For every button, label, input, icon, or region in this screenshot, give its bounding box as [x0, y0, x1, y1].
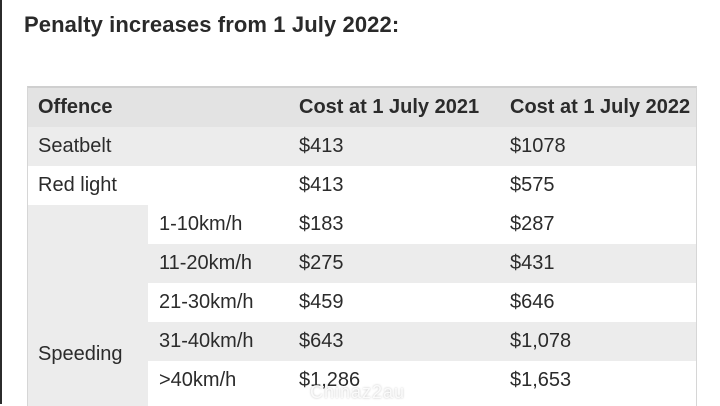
cost-2022-cell: $287: [510, 213, 555, 235]
table-row: Seatbelt $413 $1078: [28, 127, 696, 166]
cost-2022-cell: $431: [510, 252, 555, 274]
cost-2022-cell: $646: [510, 291, 555, 313]
cost-2021-cell: $643: [299, 330, 344, 352]
speed-band-cell: >40km/h: [159, 369, 237, 391]
speed-band-cell: 21-30km/h: [159, 291, 254, 313]
frame-edge: [0, 0, 2, 404]
header-cost-2021: Cost at 1 July 2021: [299, 96, 480, 118]
cost-2022-cell: $1078: [510, 135, 566, 157]
watermark: Chinaz2au: [310, 382, 406, 402]
speed-band-cell: 1-10km/h: [159, 213, 243, 235]
page-heading: Penalty increases from 1 July 2022:: [24, 12, 400, 37]
speeding-merged-cell: [28, 205, 148, 406]
header-offence: Offence: [38, 96, 113, 118]
cost-2021-cell: $413: [299, 135, 344, 157]
speeding-label: Speeding: [38, 342, 123, 365]
offence-cell: Seatbelt: [38, 135, 112, 157]
cost-2021-cell: $275: [299, 252, 344, 274]
cost-2021-cell: $413: [299, 174, 344, 196]
speed-band-cell: 31-40km/h: [159, 330, 254, 352]
cost-2021-cell: $183: [299, 213, 344, 235]
cost-2022-cell: $1,078: [510, 330, 572, 352]
table-header-row: Offence Cost at 1 July 2021 Cost at 1 Ju…: [28, 88, 696, 127]
cost-2021-cell: $459: [299, 291, 344, 313]
cost-2022-cell: $575: [510, 174, 555, 196]
header-cost-2022: Cost at 1 July 2022: [510, 96, 691, 118]
cost-2022-cell: $1,653: [510, 369, 572, 391]
offence-cell: Red light: [38, 174, 117, 196]
table-row: Red light $413 $575: [28, 166, 696, 205]
speed-band-cell: 11-20km/h: [159, 252, 253, 274]
cost-2021-cell: $1,286: [299, 369, 361, 391]
penalty-table: Offence Cost at 1 July 2021 Cost at 1 Ju…: [27, 86, 697, 406]
